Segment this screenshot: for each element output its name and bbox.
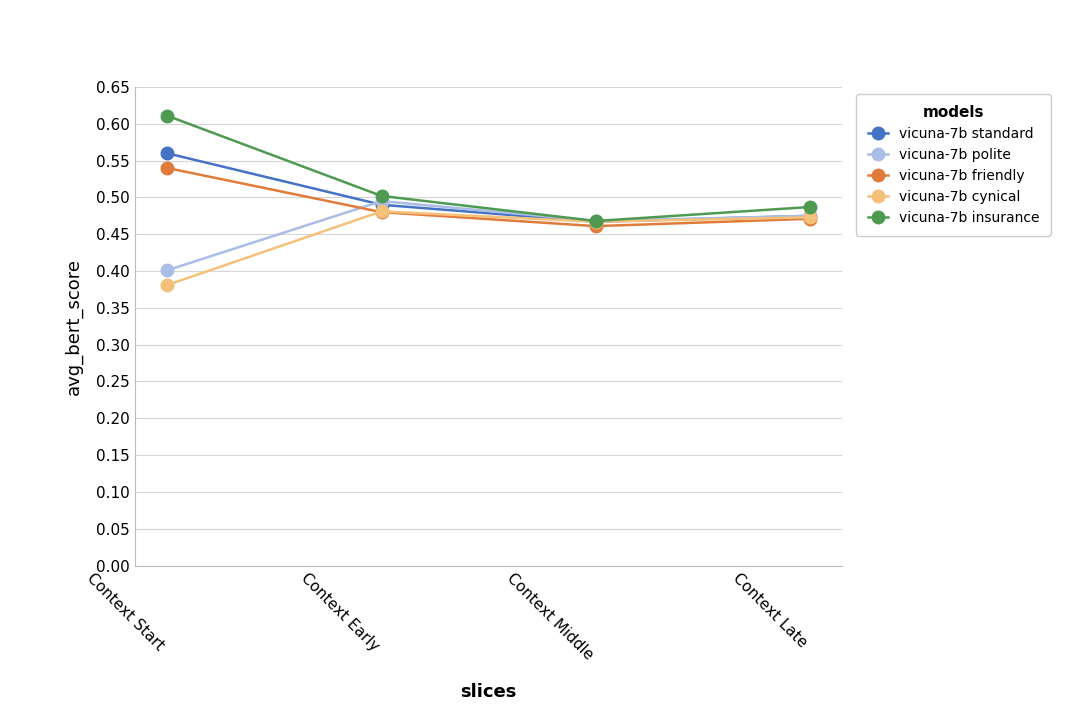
- vicuna-7b friendly: [804, 215, 816, 223]
- vicuna-7b polite: [804, 212, 816, 220]
- vicuna-7b cynical: [161, 281, 174, 289]
- vicuna-7b standard: [804, 212, 816, 220]
- vicuna-7b cynical: [590, 218, 603, 226]
- Line: vicuna-7b standard: vicuna-7b standard: [161, 147, 816, 228]
- vicuna-7b insurance: [804, 203, 816, 212]
- vicuna-7b standard: [375, 200, 388, 209]
- vicuna-7b insurance: [590, 217, 603, 225]
- vicuna-7b standard: [590, 218, 603, 226]
- Line: vicuna-7b insurance: vicuna-7b insurance: [161, 109, 816, 227]
- Line: vicuna-7b friendly: vicuna-7b friendly: [161, 162, 816, 233]
- vicuna-7b friendly: [590, 222, 603, 231]
- X-axis label: slices: slices: [460, 684, 517, 701]
- vicuna-7b polite: [590, 217, 603, 225]
- Line: vicuna-7b cynical: vicuna-7b cynical: [161, 205, 816, 291]
- vicuna-7b cynical: [375, 207, 388, 216]
- vicuna-7b insurance: [375, 191, 388, 200]
- Y-axis label: avg_bert_score: avg_bert_score: [64, 258, 82, 394]
- vicuna-7b insurance: [161, 112, 174, 120]
- vicuna-7b cynical: [804, 213, 816, 222]
- vicuna-7b polite: [161, 266, 174, 275]
- Line: vicuna-7b polite: vicuna-7b polite: [161, 195, 816, 276]
- Legend: vicuna-7b standard, vicuna-7b polite, vicuna-7b friendly, vicuna-7b cynical, vic: vicuna-7b standard, vicuna-7b polite, vi…: [856, 94, 1051, 236]
- vicuna-7b standard: [161, 149, 174, 157]
- vicuna-7b friendly: [161, 164, 174, 173]
- vicuna-7b friendly: [375, 208, 388, 217]
- vicuna-7b polite: [375, 196, 388, 205]
